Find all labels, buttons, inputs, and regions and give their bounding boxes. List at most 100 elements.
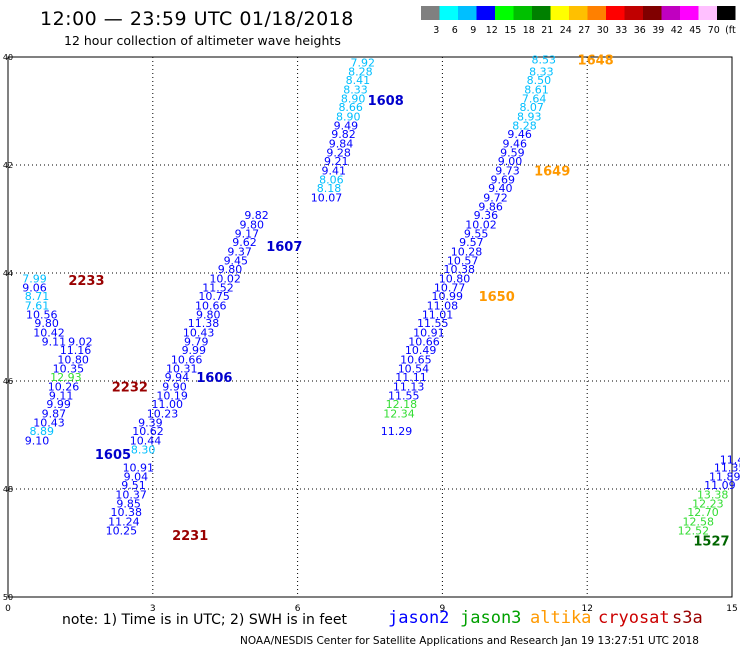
- footer-credit: NOAA/NESDIS Center for Satellite Applica…: [240, 635, 699, 647]
- pass-label: 1527: [693, 534, 729, 549]
- swh-value: 9.72: [483, 191, 508, 204]
- swh-value: 9.69: [490, 174, 515, 187]
- swh-value: 11.55: [388, 390, 420, 403]
- pass-label: 2233: [68, 274, 104, 289]
- scale-label: 3: [433, 25, 439, 36]
- swh-value: 8.71: [25, 290, 50, 303]
- swh-value: 10.99: [431, 290, 463, 303]
- swh-value: 11.52: [202, 282, 234, 295]
- swh-value: 9.73: [495, 164, 520, 177]
- swh-value: 7.92: [351, 56, 376, 69]
- swh-value: 10.75: [198, 290, 230, 303]
- scale-swatch: [513, 6, 532, 20]
- swh-value: 9.99: [46, 398, 71, 411]
- swh-value: 7.64: [522, 93, 547, 106]
- swh-value: 9.39: [138, 417, 163, 430]
- y-tick-label: 50: [3, 593, 13, 602]
- swh-value: 9.57: [459, 236, 484, 249]
- swh-value: 11.89: [709, 471, 740, 484]
- x-tick-label: 12: [581, 604, 592, 614]
- swh-value: 10.25: [106, 525, 138, 538]
- chart-title: 12:00 — 23:59 UTC 01/18/2018: [40, 8, 354, 30]
- swh-value: 10.02: [209, 272, 241, 285]
- swh-value: 7.99: [22, 272, 47, 285]
- scale-label: 21: [541, 25, 553, 36]
- swh-value: 9.87: [42, 407, 67, 420]
- swh-value: 9.79: [184, 336, 209, 349]
- swh-value: 9.46: [507, 128, 532, 141]
- swh-value: 10.35: [53, 363, 85, 376]
- swh-value: 10.26: [48, 380, 80, 393]
- swh-value: 10.56: [26, 309, 58, 322]
- scale-label: 15: [504, 25, 516, 36]
- swh-value: 10.37: [115, 488, 147, 501]
- scale-swatch: [661, 6, 680, 20]
- swh-value: 9.90: [162, 380, 187, 393]
- y-tick-label: 42: [3, 161, 13, 170]
- swh-value: 8.33: [529, 66, 554, 79]
- swh-value: 10.66: [171, 353, 203, 366]
- swh-value: 10.57: [447, 255, 479, 268]
- chart-subtitle: 12 hour collection of altimeter wave hei…: [64, 33, 341, 48]
- legend-cryosat: cryosat: [598, 608, 670, 628]
- swh-value: 10.91: [123, 461, 155, 474]
- pass-label: 1606: [196, 371, 232, 386]
- swh-value: 11.35: [714, 461, 740, 474]
- swh-value: 10.43: [183, 326, 215, 339]
- scale-label: 30: [597, 25, 609, 36]
- swh-value: 11.13: [393, 380, 425, 393]
- swh-value: 10.23: [147, 407, 179, 420]
- scale-swatch: [421, 6, 440, 20]
- scale-swatch: [495, 6, 514, 20]
- swh-value: 10.31: [166, 363, 198, 376]
- swh-value: 9.80: [218, 263, 243, 276]
- swh-value: 12.70: [687, 506, 719, 519]
- scale-swatch: [680, 6, 699, 20]
- swh-value: 9.37: [227, 245, 252, 258]
- x-tick-label: 3: [150, 604, 156, 614]
- scale-label: (ft): [725, 25, 736, 36]
- scale-label: 18: [523, 25, 535, 36]
- swh-value: 10.77: [434, 282, 466, 295]
- swh-value: 8.90: [336, 110, 361, 123]
- scale-swatch: [587, 6, 606, 20]
- swh-value: 9.11: [42, 336, 67, 349]
- swh-value: 8.89: [30, 425, 55, 438]
- swh-value: 12.52: [678, 525, 710, 538]
- x-tick-label: 15: [726, 604, 737, 614]
- scale-label: 27: [578, 25, 590, 36]
- scale-swatch: [624, 6, 643, 20]
- scale-swatch: [439, 6, 458, 20]
- swh-value: 9.04: [124, 471, 149, 484]
- swh-value: 8.18: [317, 182, 342, 195]
- legend-jason2: jason2: [388, 608, 450, 628]
- swh-value: 9.99: [182, 344, 207, 357]
- swh-value: 10.54: [398, 363, 430, 376]
- scale-swatch: [476, 6, 495, 20]
- swh-value: 8.07: [519, 101, 544, 114]
- swh-value: 10.62: [132, 425, 164, 438]
- swh-value: 8.50: [527, 74, 552, 87]
- scale-swatch: [550, 6, 569, 20]
- swh-value: 12.18: [386, 398, 418, 411]
- swh-value: 9.06: [22, 282, 47, 295]
- swh-value: 12.34: [383, 407, 415, 420]
- scale-swatch: [532, 6, 551, 20]
- pass-label: 1648: [578, 54, 614, 69]
- swh-value: 11.11: [395, 371, 427, 384]
- swh-value: 9.59: [500, 147, 525, 160]
- swh-value: 10.66: [408, 336, 440, 349]
- swh-value: 9.82: [244, 209, 269, 222]
- swh-value: 9.51: [121, 479, 146, 492]
- swh-value: 10.49: [405, 344, 437, 357]
- swh-value: 9.40: [488, 182, 513, 195]
- swh-value: 9.02: [68, 336, 93, 349]
- swh-value: 9.11: [49, 390, 74, 403]
- swh-value: 9.36: [474, 209, 499, 222]
- legend-jason3: jason3: [460, 608, 522, 628]
- y-tick-label: 44: [3, 269, 13, 278]
- swh-value: 10.65: [400, 353, 432, 366]
- swh-value: 8.30: [131, 444, 156, 457]
